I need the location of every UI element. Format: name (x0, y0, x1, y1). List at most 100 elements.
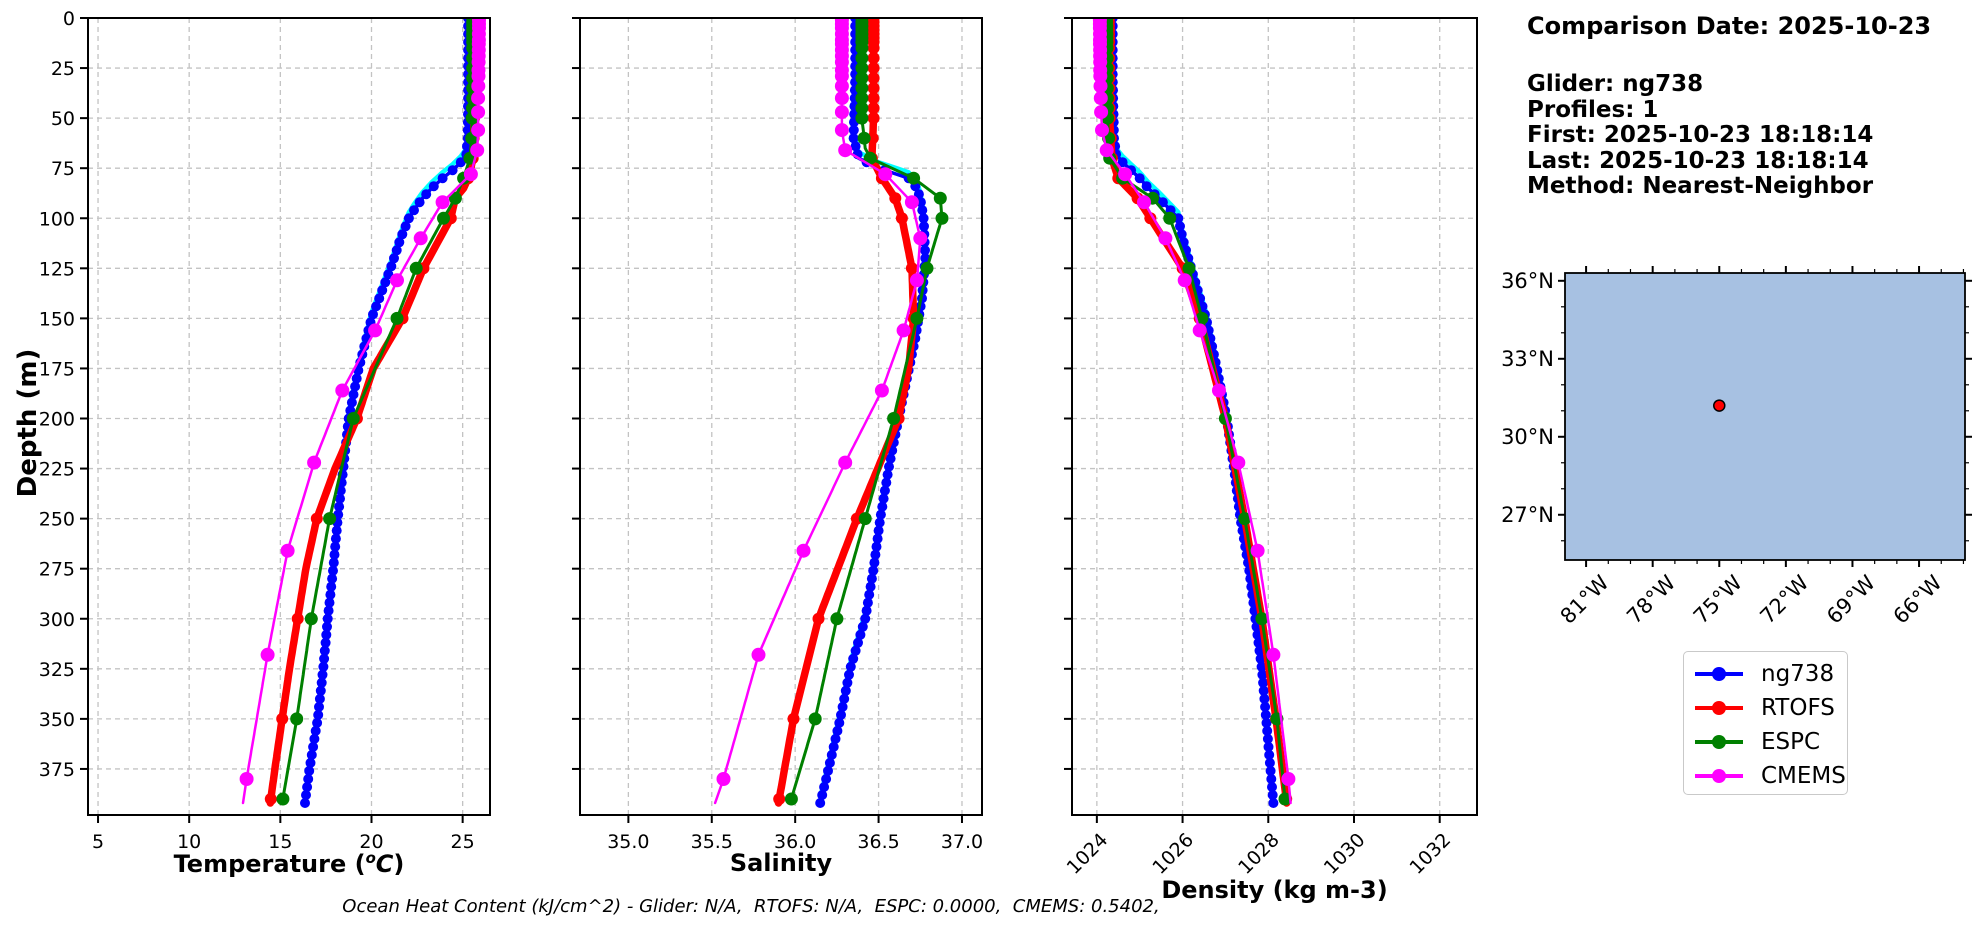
marker-RTOFS (867, 62, 880, 75)
marker-ng738 (866, 573, 877, 584)
marker-ng738 (1254, 645, 1265, 656)
marker-ESPC (855, 51, 869, 65)
marker-ESPC (855, 91, 869, 105)
marker-ng738 (1267, 782, 1277, 792)
marker-CMEMS (904, 195, 919, 210)
marker-ng738 (1258, 685, 1269, 696)
method-line: Method: Nearest-Neighbor (1527, 173, 1874, 199)
marker-ESPC (855, 111, 869, 125)
x-tick-label: 1026 (1148, 829, 1198, 879)
marker-CMEMS (1250, 543, 1265, 558)
marker-ng738 (826, 749, 837, 760)
marker-ng738 (875, 509, 886, 520)
marker-CMEMS (751, 647, 766, 662)
series-group (1092, 18, 1296, 808)
marker-ng738 (309, 733, 320, 744)
marker-CMEMS (1137, 195, 1151, 210)
marker-CMEMS (335, 383, 350, 398)
marker-ng738 (861, 605, 872, 616)
marker-ng738 (371, 301, 382, 312)
marker-CMEMS (307, 455, 322, 470)
marker-ng738 (350, 381, 361, 392)
marker-ng738 (1134, 173, 1145, 184)
profiles-line: Profiles: 1 (1527, 96, 1659, 123)
marker-ng738 (830, 733, 841, 744)
marker-ESPC (808, 712, 822, 726)
marker-CMEMS (435, 195, 450, 210)
marker-CMEMS (838, 455, 853, 470)
y-tick-label: 125 (39, 258, 75, 280)
marker-ng738 (397, 229, 408, 240)
marker-ng738 (302, 782, 313, 792)
marker-ng738 (317, 669, 328, 680)
glider-id-line: Glider: ng738 (1527, 71, 1704, 97)
x-tick-label: 36.0 (774, 831, 816, 853)
marker-ng738 (860, 613, 871, 624)
marker-ng738 (823, 765, 833, 776)
marker-ng738 (836, 709, 846, 720)
x-tick-label: 37.0 (941, 831, 983, 853)
y-tick-label: 0 (63, 8, 75, 30)
marker-ESPC (1195, 311, 1209, 325)
marker-RTOFS (867, 112, 880, 125)
y-tick-label: 275 (39, 559, 75, 581)
marker-CMEMS (471, 91, 486, 106)
legend-marker-dot (1712, 769, 1726, 783)
marker-ng738 (817, 790, 828, 800)
marker-ng738 (855, 629, 866, 640)
marker-ESPC (857, 131, 871, 145)
marker-ng738 (862, 597, 873, 608)
marker-ng738 (383, 269, 394, 280)
lon-tick-label: 69°W (1822, 570, 1880, 628)
marker-ng738 (819, 782, 830, 792)
marker-ESPC (437, 211, 450, 225)
marker-CMEMS (716, 772, 731, 786)
marker-ng738 (824, 757, 835, 768)
marker-ng738 (455, 157, 466, 168)
y-tick-label: 175 (39, 358, 75, 380)
marker-ESPC (784, 792, 798, 806)
legend-item-CMEMS: CMEMS (1684, 759, 1847, 793)
marker-CMEMS (1266, 647, 1281, 662)
marker-ESPC (855, 41, 869, 55)
marker-ng738 (313, 709, 324, 720)
marker-CMEMS (1099, 143, 1114, 158)
marker-CMEMS (280, 543, 295, 558)
marker-ng738 (1176, 229, 1187, 240)
marker-ng738 (850, 645, 861, 656)
marker-ng738 (304, 765, 315, 776)
marker-CMEMS (1093, 91, 1108, 106)
marker-ng738 (1252, 629, 1263, 640)
marker-ESPC (1255, 612, 1269, 626)
series-group (239, 18, 486, 808)
legend-label: CMEMS (1761, 763, 1846, 789)
marker-ng738 (447, 165, 458, 176)
legend-line-sample-ng738 (1695, 667, 1743, 681)
marker-ng738 (1267, 790, 1278, 800)
marker-ng738 (328, 557, 339, 568)
marker-ESPC (887, 412, 901, 425)
x-tick-label: 25 (451, 831, 475, 853)
marker-ESPC (1278, 792, 1292, 806)
marker-ng738 (323, 605, 334, 616)
y-tick-label: 100 (39, 208, 75, 230)
marker-ng738 (865, 581, 876, 592)
legend-item-RTOFS: RTOFS (1684, 691, 1847, 725)
marker-ng738 (421, 189, 432, 200)
marker-CMEMS (838, 143, 853, 158)
marker-RTOFS (310, 512, 323, 525)
marker-ng738 (326, 581, 337, 592)
marker-ng738 (848, 653, 859, 664)
marker-RTOFS (867, 82, 880, 95)
marker-ng738 (1260, 709, 1271, 720)
marker-ng738 (815, 798, 826, 808)
marker-ng738 (303, 774, 314, 784)
y-tick-label: 200 (39, 409, 75, 431)
marker-ESPC (855, 61, 869, 75)
celsius-symbol: C (375, 850, 394, 878)
marker-ESPC (448, 191, 462, 205)
marker-CMEMS (1231, 455, 1246, 470)
y-tick-label: 325 (39, 659, 75, 681)
marker-CMEMS (878, 167, 893, 182)
marker-ng738 (374, 293, 385, 304)
